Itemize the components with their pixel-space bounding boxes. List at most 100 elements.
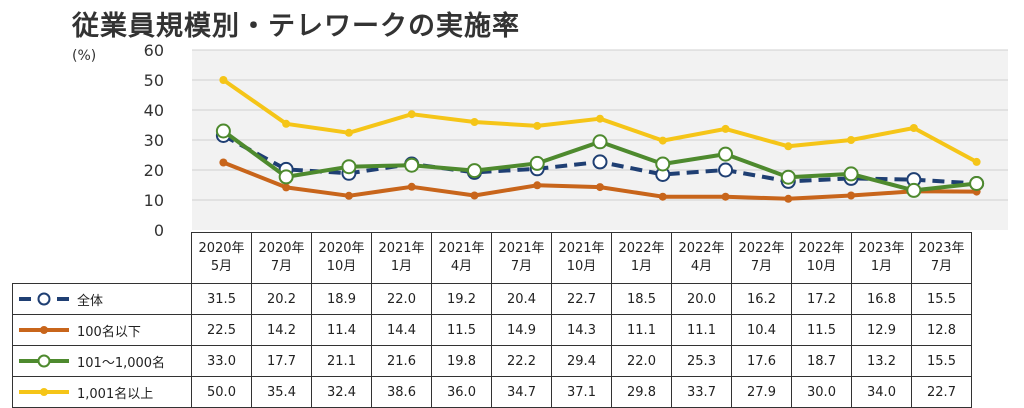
y-tick-label: 30 (144, 131, 164, 150)
data-point (658, 136, 667, 145)
table-cell: 34.7 (491, 376, 552, 408)
data-point (282, 119, 291, 128)
legend-marker (19, 388, 69, 396)
table-cell: 14.2 (251, 314, 312, 346)
x-tick-label: 2022年 4月 (671, 232, 732, 284)
x-tick-year: 2022年 (738, 241, 785, 256)
data-point (655, 156, 671, 172)
table-cell: 22.7 (911, 376, 972, 408)
table-cell: 11.5 (791, 314, 852, 346)
table-cell: 21.6 (371, 345, 432, 377)
x-tick-year: 2021年 (558, 241, 605, 256)
table-cell: 18.9 (311, 283, 372, 315)
x-tick-month: 1月 (390, 259, 413, 274)
table-cell: 14.4 (371, 314, 432, 346)
x-tick-label: 2021年 7月 (491, 232, 552, 284)
table-cell: 34.0 (851, 376, 912, 408)
x-tick-year: 2023年 (918, 241, 965, 256)
x-tick-year: 2021年 (438, 241, 485, 256)
table-cell: 30.0 (791, 376, 852, 408)
y-axis-unit-label: (%) (72, 48, 97, 64)
data-table: 2020年 5月 2020年 7月 2020年 10月 2021年 1月 2021年 4月 2021… (12, 232, 972, 408)
series-label: 1,001名以上 (77, 386, 154, 402)
table-cell: 10.4 (731, 314, 792, 346)
y-tick-label: 10 (144, 191, 164, 210)
data-point (341, 159, 357, 175)
table-corner (12, 232, 192, 284)
table-cell: 12.9 (851, 314, 912, 346)
data-point (969, 176, 985, 191)
x-tick-label: 2022年 7月 (731, 232, 792, 284)
x-tick-year: 2020年 (198, 241, 245, 256)
table-cell: 11.1 (671, 314, 732, 346)
legend-entry: 全体 (12, 283, 192, 315)
table-cell: 14.9 (491, 314, 552, 346)
data-point (906, 182, 922, 198)
data-point (344, 191, 353, 200)
table-cell: 20.2 (251, 283, 312, 315)
table-cell: 31.5 (191, 283, 252, 315)
x-tick-month: 10月 (806, 259, 837, 274)
table-cell: 12.8 (911, 314, 972, 346)
data-point (466, 163, 482, 179)
table-cell: 33.0 (191, 345, 252, 377)
data-point (592, 134, 608, 150)
table-cell: 21.1 (311, 345, 372, 377)
data-point (972, 157, 981, 166)
data-point (596, 114, 604, 123)
data-point (404, 157, 420, 173)
x-tick-label: 2022年 1月 (611, 232, 672, 284)
x-tick-month: 10月 (326, 259, 357, 274)
series-label: 100名以下 (77, 324, 141, 340)
table-cell: 19.8 (431, 345, 492, 377)
x-tick-year: 2021年 (498, 241, 545, 256)
x-tick-year: 2020年 (258, 241, 305, 256)
x-tick-label: 2021年 10月 (551, 232, 612, 284)
x-tick-month: 10月 (566, 259, 597, 274)
table-cell: 14.3 (551, 314, 612, 346)
table-cell: 29.8 (611, 376, 672, 408)
x-tick-month: 7月 (930, 259, 953, 274)
legend-entry: 101～1,000名 (12, 345, 192, 377)
table-cell: 17.6 (731, 345, 792, 377)
x-tick-month: 1月 (630, 259, 653, 274)
table-cell: 20.0 (671, 283, 732, 315)
data-point (718, 146, 734, 162)
data-point (784, 142, 793, 151)
data-point (592, 154, 608, 170)
x-tick-year: 2022年 (618, 241, 665, 256)
table-row: 100名以下 22.5 14.2 11.4 14.4 11.5 14.9 14.3 11.1 11… (12, 314, 972, 346)
table-cell: 18.7 (791, 345, 852, 377)
data-point (407, 182, 416, 191)
table-cell: 32.4 (311, 376, 372, 408)
series-label: 101～1,000名 (77, 355, 166, 371)
table-cell: 16.2 (731, 283, 792, 315)
table-cell: 36.0 (431, 376, 492, 408)
y-tick-label: 50 (144, 71, 164, 90)
table-cell: 11.5 (431, 314, 492, 346)
table-cell: 33.7 (671, 376, 732, 408)
table-cell: 17.2 (791, 283, 852, 315)
data-point (533, 121, 542, 130)
x-tick-label: 2021年 1月 (371, 232, 432, 284)
legend-marker (19, 292, 69, 306)
table-cell: 37.1 (551, 376, 612, 408)
x-tick-month: 4月 (690, 259, 713, 274)
x-tick-label: 2022年 10月 (791, 232, 852, 284)
x-tick-month: 7月 (270, 259, 293, 274)
table-cell: 20.4 (491, 283, 552, 315)
table-cell: 22.0 (371, 283, 432, 315)
x-tick-year: 2020年 (318, 241, 365, 256)
x-tick-month: 4月 (450, 259, 473, 274)
data-point (529, 155, 545, 171)
x-tick-label: 2020年 10月 (311, 232, 372, 284)
legend-marker (19, 326, 69, 334)
table-cell: 25.3 (671, 345, 732, 377)
data-point (843, 166, 859, 182)
data-point (470, 118, 479, 126)
y-tick-label: 40 (144, 101, 164, 120)
y-tick-label: 20 (144, 161, 164, 180)
data-point (344, 128, 353, 137)
table-cell: 38.6 (371, 376, 432, 408)
line-chart: 0 10 20 30 40 50 60 (144, 41, 1008, 240)
